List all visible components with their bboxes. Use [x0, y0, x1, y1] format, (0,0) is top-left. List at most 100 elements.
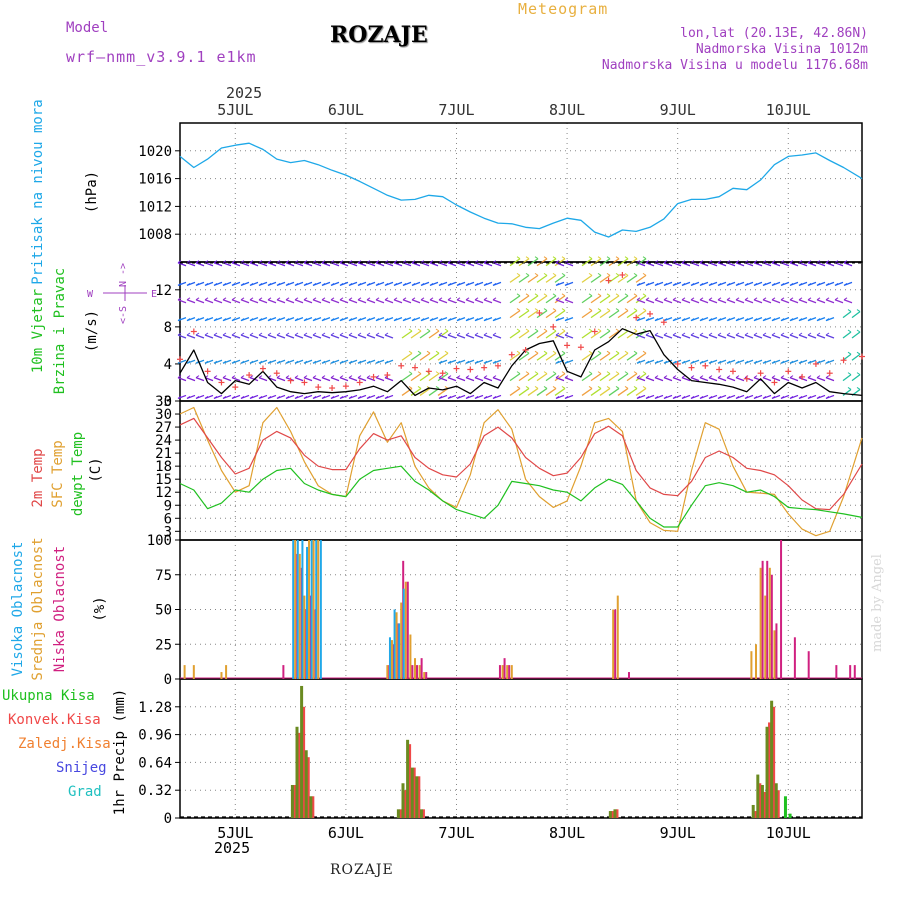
precip-bar-convective	[403, 790, 407, 818]
cloud-bar-low	[807, 651, 810, 679]
x-tick-label-top: 6JUL	[328, 101, 364, 119]
cloud-bar-mid	[317, 540, 320, 679]
cloud-bar-mid	[510, 665, 513, 679]
precip-legend-item: Ukupna Kisa	[2, 688, 95, 704]
y-tick-label: 1.28	[138, 700, 172, 716]
cloud-bar-mid	[303, 595, 306, 679]
cloud-bar-high	[306, 546, 309, 679]
y-tick-label: 6	[164, 511, 172, 527]
cloud-bar-mid	[750, 651, 753, 679]
precip-bar-convective	[311, 796, 315, 818]
pressure-line	[179, 142, 863, 238]
cloud-bar-low	[627, 672, 630, 679]
wind-speed-line	[179, 328, 863, 397]
precip-legend-item: Konvek.Kisa	[8, 712, 101, 728]
precip-legend-item: Grad	[68, 784, 102, 800]
cloud-bar-mid	[225, 665, 228, 679]
precip-bar-convective	[417, 776, 421, 818]
precip-bar-total	[304, 750, 308, 818]
y-tick-label: 0	[164, 811, 172, 827]
cloud-bar-low	[770, 574, 773, 679]
cloud-bar-mid	[298, 553, 301, 679]
model-elevation: Nadmorska Visina u modelu 1176.68m	[601, 58, 868, 73]
y-tick-label: 33	[155, 394, 172, 410]
compass-n: N ->	[118, 263, 129, 287]
temp-unit-label: (C)	[88, 457, 104, 482]
precip-bar-convective	[615, 809, 619, 818]
x-tick-label-top: 8JUL	[549, 101, 585, 119]
y-tick-label: 27	[155, 420, 172, 436]
cloud-bar-mid	[404, 581, 407, 679]
precip-bar-total	[300, 685, 304, 818]
cloud-bar-high	[310, 540, 313, 679]
product-name: Meteogram	[518, 0, 609, 18]
precip-bar-convective	[307, 757, 310, 818]
y-tick-label: 25	[155, 637, 172, 653]
y-tick-label: 100	[147, 533, 172, 549]
precip-bar-total	[770, 700, 774, 818]
cloud-bar-mid	[759, 567, 762, 679]
cloud-bar-mid	[294, 540, 297, 679]
precip-bar-total	[290, 784, 294, 818]
x-tick-label-bottom: 9JUL	[660, 824, 696, 842]
y-tick-label: 1012	[138, 199, 172, 215]
cloud-bar-low	[416, 665, 419, 679]
y-tick-label: 0	[164, 672, 172, 688]
cloud-bar-mid	[220, 672, 223, 679]
cloud-bar-low	[425, 672, 428, 679]
precip-bar-convective	[302, 706, 306, 818]
x-tick-label-bottom: 5JUL	[217, 824, 253, 842]
precip-bar-total	[406, 739, 410, 818]
precip-bar-total	[788, 813, 792, 818]
precip-bar-convective	[408, 744, 412, 818]
cloud-bar-low	[406, 581, 409, 679]
model-label: Model	[66, 20, 109, 36]
y-tick-label: 12	[155, 485, 172, 501]
precip-bar-total	[608, 811, 612, 818]
cloud-bar-mid	[386, 665, 389, 679]
cloud-bar-high	[398, 623, 401, 679]
cloud-bar-mid	[414, 658, 417, 679]
x-tick-label-top: 9JUL	[660, 101, 696, 119]
cloud-bar-mid	[768, 567, 771, 679]
y-tick-label: 1016	[138, 172, 172, 188]
x-tick-label-top: 7JUL	[438, 101, 474, 119]
x-tick-label-top: 5JUL	[217, 101, 253, 119]
temp-sfc-label: SFC Temp	[50, 440, 66, 507]
precip-bar-convective	[754, 811, 757, 818]
cloud-bar-low	[835, 665, 838, 679]
precip-bar-convective	[298, 732, 301, 818]
cloud-bar-low	[853, 665, 856, 679]
precip-bar-total	[774, 783, 778, 818]
cloud-bar-high	[292, 540, 295, 679]
cloud-bar-low	[411, 665, 414, 679]
precip-unit-label: 1hr Precip (mm)	[112, 689, 128, 815]
cloud-bar-high	[393, 609, 396, 679]
cloud-bar-mid	[409, 634, 412, 679]
cloud-bar-mid	[308, 540, 311, 679]
cloud-bar-high	[296, 540, 299, 679]
dewpoint-line	[179, 465, 863, 528]
precip-bar-total	[295, 726, 299, 818]
precip-bar-convective	[413, 767, 416, 818]
wind-axis-label-2: Brzina i Pravac	[52, 268, 68, 394]
cloud-bar-mid	[501, 665, 504, 679]
station-elevation: Nadmorska Visina 1012m	[695, 42, 868, 57]
precip-bar-total	[410, 767, 414, 818]
cloud-bar-mid	[390, 640, 393, 679]
cloud-bar-mid	[418, 665, 421, 679]
temp-dewpt-label: dewpt Temp	[70, 432, 86, 516]
precip-legend-item: Zaledj.Kisa	[18, 736, 111, 752]
precip-bar-convective	[422, 809, 425, 818]
cloud-bar-low	[498, 665, 501, 679]
cloud-high-label: Visoka Oblacnost	[10, 542, 26, 677]
cloud-unit-label: (%)	[92, 596, 108, 621]
y-tick-label: 3	[164, 524, 172, 540]
precip-bar-total	[396, 809, 400, 818]
precip-bar-total	[415, 776, 419, 818]
panel-frame-pressure	[179, 122, 863, 263]
cloud-low-label: Niska Oblacnost	[52, 546, 68, 672]
compass-s: <-S	[118, 306, 129, 324]
x-tick-label-bottom: 7JUL	[438, 824, 474, 842]
y-tick-label: 4	[164, 357, 172, 373]
